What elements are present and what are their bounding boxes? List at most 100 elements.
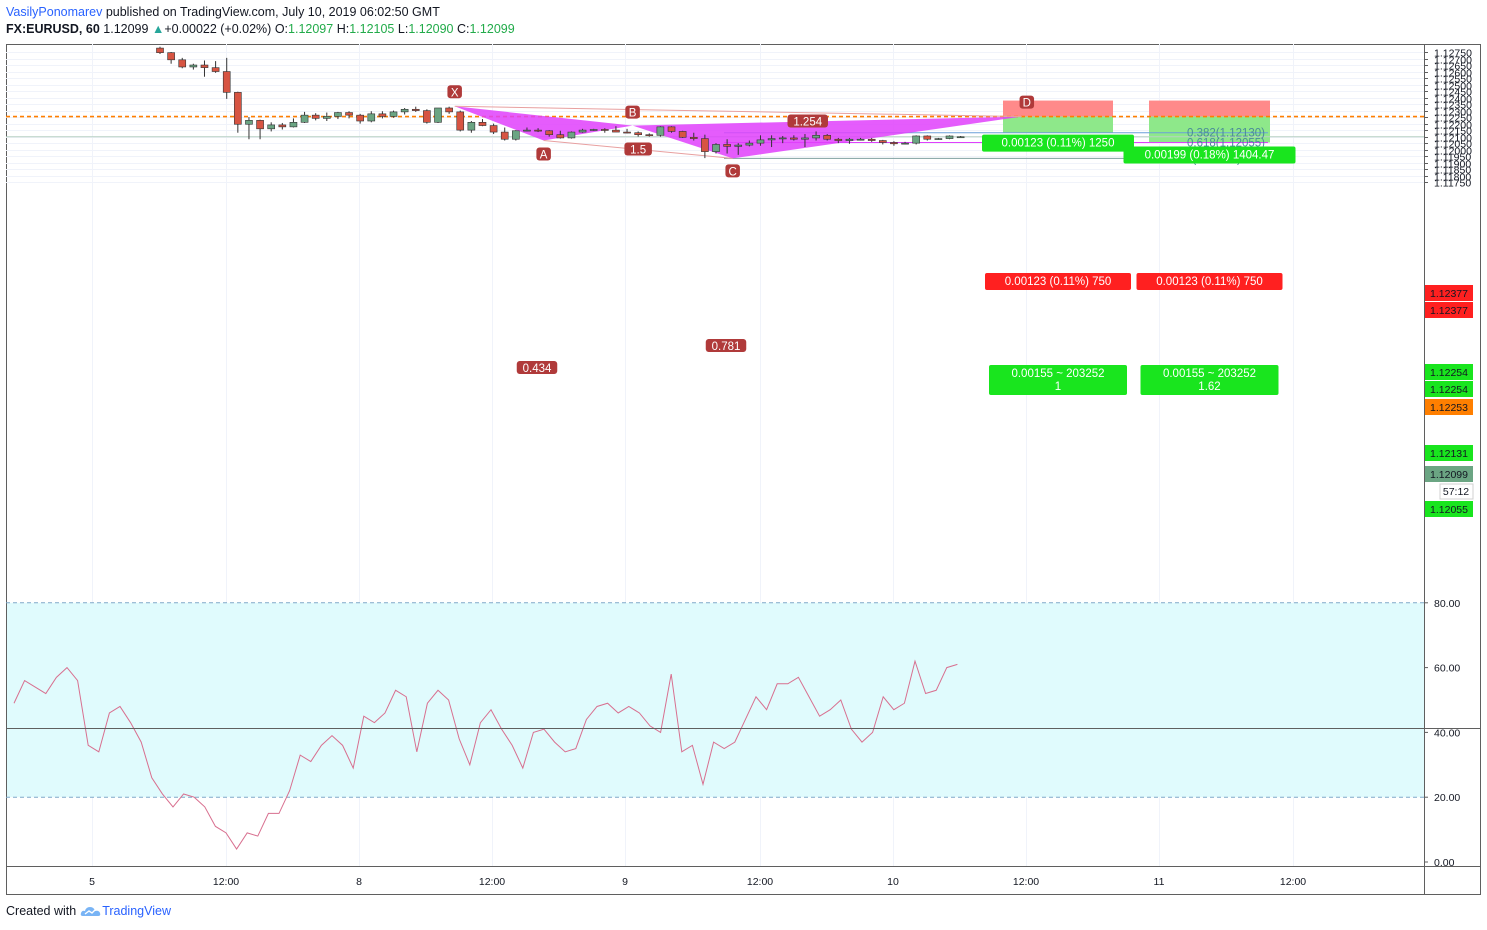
take-profit-label: 0.00199 (0.18%) 1404.47 (1145, 149, 1275, 161)
take-profit-label-bg (982, 134, 1134, 152)
author-link[interactable]: VasilyPonomarev (6, 5, 103, 19)
stop-loss-label: 0.00123 (0.11%) 750 (1005, 276, 1112, 288)
chart-canvas[interactable]: 0.382(1.12130)0.618(1.12055)1(1.11933) X… (0, 0, 1487, 900)
xd-line (454, 105, 1022, 118)
price-tick-label: 1.12000 (1434, 146, 1472, 158)
candle-up (934, 138, 943, 140)
candle-up (189, 64, 198, 68)
price-axis[interactable]: 1.127501.127001.126501.126001.125501.125… (1424, 48, 1472, 190)
time-tick-label: 12:00 (479, 876, 505, 888)
candle-down (923, 135, 932, 140)
stop-loss-zone (1003, 100, 1113, 117)
axis-badge: 1.12099 (1430, 469, 1468, 481)
tradingview-cloud-icon (80, 907, 101, 916)
rsi-tick-label: 40.00 (1434, 727, 1460, 739)
candle-up (756, 139, 765, 144)
countdown-label: 57:12 (1443, 486, 1469, 498)
price-tick-label: 1.12100 (1434, 133, 1472, 145)
candle-down (600, 129, 609, 131)
high-value: 1.12105 (349, 22, 395, 36)
pattern-point-x-bg (447, 85, 462, 99)
pattern-point-b: B (629, 108, 637, 120)
high-label: H: (336, 22, 350, 36)
axis-badge: 1.12254 (1430, 384, 1468, 396)
candle-up (245, 120, 253, 125)
candle-down (678, 131, 687, 138)
candle-up (389, 111, 398, 117)
risk-reward-label: 1 (1055, 381, 1061, 393)
pattern-ratio-label: 0.781 (712, 341, 741, 353)
candle-up (778, 137, 787, 140)
pattern-point-d-bg (1019, 95, 1035, 109)
price-tick-label: 1.12600 (1434, 68, 1472, 80)
candle-down (178, 59, 187, 68)
stop-loss-label-bg (985, 273, 1131, 290)
candle-down (156, 47, 164, 53)
position-zones[interactable] (1003, 100, 1270, 143)
candle-down (423, 110, 431, 123)
pattern-point-d: D (1023, 98, 1031, 110)
open-label: O: (274, 22, 289, 36)
open-value: 1.12097 (288, 22, 334, 36)
price-tick-label: 1.11900 (1434, 159, 1471, 171)
axis-badge: 1.12254 (1430, 367, 1468, 379)
candle-up (956, 136, 965, 139)
candle-up (578, 129, 587, 133)
price-tick-label: 1.11750 (1434, 178, 1471, 190)
price-axis-badges: 1.12377 1.12377 1.12254 1.12254 1.12253 1.121… (1425, 285, 1474, 517)
candle-up (334, 112, 342, 117)
price-tick-label: 1.12500 (1434, 81, 1472, 93)
candle-down (834, 138, 843, 141)
axis-badge-bg (1425, 364, 1473, 380)
candle-down (667, 126, 676, 132)
axis-badge-bg (1425, 445, 1473, 461)
take-profit-label: 0.00123 (0.11%) 1250 (1002, 138, 1115, 150)
candle-down (634, 132, 642, 135)
candle-up (512, 130, 520, 140)
candle-down (222, 71, 231, 93)
candle-down (723, 144, 731, 147)
candle-down (623, 131, 631, 134)
candle-down (534, 129, 542, 132)
candle-up (467, 122, 476, 131)
pattern-ratio-label-bg (516, 361, 558, 374)
symbol-label[interactable]: FX:EURUSD, 60 (6, 22, 100, 36)
pattern-point-b-bg (625, 105, 640, 119)
candle-down (790, 137, 798, 140)
candle-down (411, 108, 420, 111)
candle-down (234, 92, 242, 125)
rsi-axis: 80.00 60.00 40.00 20.00 0.00 (1424, 598, 1460, 869)
axis-badge-bg (1425, 285, 1473, 301)
candle-down (211, 67, 220, 72)
candle-down (378, 113, 387, 117)
axis-badge: 1.12131 (1430, 448, 1468, 460)
footer: Created with TradingView (6, 904, 171, 918)
take-profit-label-bg (1123, 146, 1296, 164)
candle-up (400, 108, 409, 113)
pattern-point-a: A (540, 150, 548, 162)
candle-down (878, 140, 887, 143)
created-with-text: Created with (6, 904, 77, 918)
candle-up (300, 114, 309, 123)
candle-down (556, 134, 565, 139)
risk-reward-label: 1.62 (1198, 381, 1220, 393)
candle-down (867, 138, 876, 141)
time-axis[interactable]: 5 12:00 8 12:00 9 12:00 10 12:00 11 12:00 (89, 876, 1306, 888)
change-value: +0.00022 (+0.02%) (164, 22, 272, 36)
rsi-band-lines (6, 602, 1424, 798)
candle-up (856, 138, 865, 141)
candle-down (823, 135, 832, 140)
candle-down (545, 130, 554, 135)
candle-down (612, 129, 620, 133)
price-tick-label: 1.12250 (1434, 113, 1472, 125)
pattern-point-c: C (729, 166, 737, 178)
price-tick-label: 1.12200 (1434, 120, 1472, 132)
candle-down (256, 120, 264, 130)
axis-badge-bg (1425, 501, 1473, 517)
tradingview-link[interactable]: TradingView (80, 904, 171, 918)
pattern-point-c-bg (725, 164, 740, 178)
close-value: 1.12099 (469, 22, 515, 36)
candle-up (567, 131, 576, 139)
candle-down (311, 114, 320, 119)
